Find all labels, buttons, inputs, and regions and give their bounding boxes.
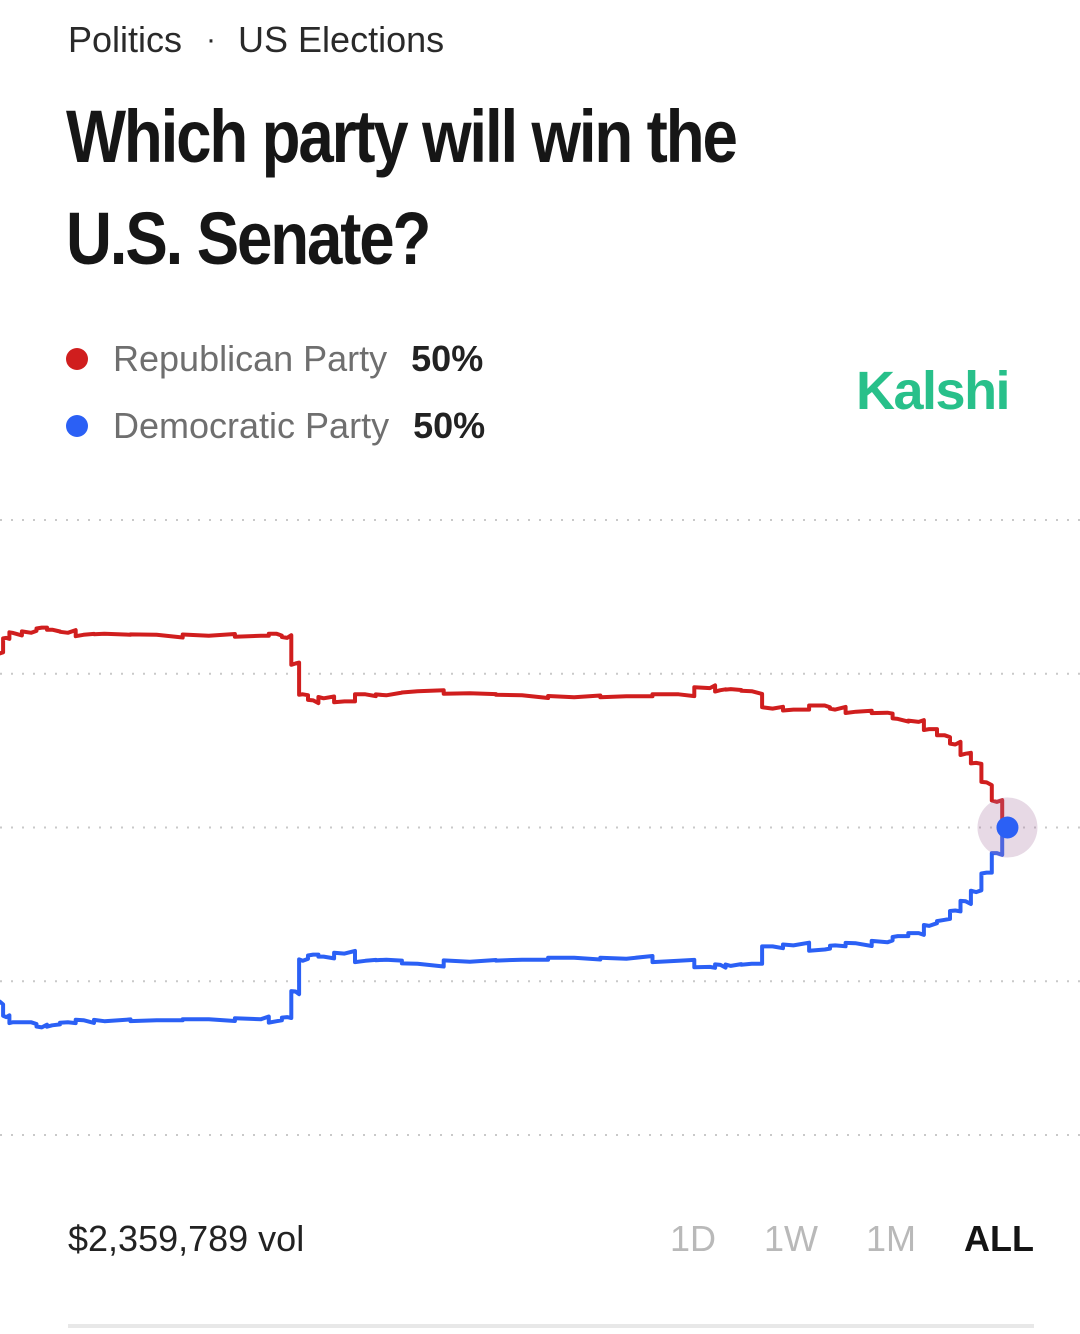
bottom-divider (68, 1324, 1034, 1328)
range-tab-1w[interactable]: 1W (764, 1218, 818, 1259)
republican-dot-icon (66, 348, 88, 370)
breadcrumb-subcategory-link[interactable]: US Elections (238, 19, 445, 60)
probability-chart[interactable] (0, 500, 1080, 1180)
legend-value-democratic: 50% (413, 405, 486, 446)
legend-value-republican: 50% (411, 338, 484, 379)
democratic-dot-icon (66, 415, 88, 437)
range-tab-1d[interactable]: 1D (669, 1218, 716, 1259)
series-line-republican (0, 625, 1010, 831)
end-marker-dot (996, 816, 1019, 839)
volume-label: $2,359,789 vol (68, 1218, 305, 1259)
breadcrumb: Politics · US Elections (68, 18, 444, 62)
legend-label-democratic: Democratic Party (113, 405, 390, 446)
series-line-democratic (0, 824, 1010, 1030)
chart-end-marker (977, 797, 1038, 858)
breadcrumb-separator: · (206, 23, 217, 56)
page-title: Which party will win the U.S. Senate? (66, 95, 738, 280)
chart-gridlines (0, 519, 1080, 1136)
range-tab-1m[interactable]: 1M (866, 1218, 917, 1259)
legend-item-republican: Republican Party 50% (66, 330, 485, 388)
chart-legend: Republican Party 50% Democratic Party 50… (66, 330, 485, 464)
kalshi-logo[interactable]: Kalshi (856, 361, 1011, 421)
legend-label-republican: Republican Party (113, 338, 388, 379)
legend-item-democratic: Democratic Party 50% (66, 397, 485, 455)
breadcrumb-category-link[interactable]: Politics (68, 19, 183, 60)
range-tab-all[interactable]: ALL (964, 1218, 1034, 1259)
chart-series (0, 625, 1010, 1030)
time-range-tabs: 1D 1W 1M ALL (622, 1218, 1034, 1260)
